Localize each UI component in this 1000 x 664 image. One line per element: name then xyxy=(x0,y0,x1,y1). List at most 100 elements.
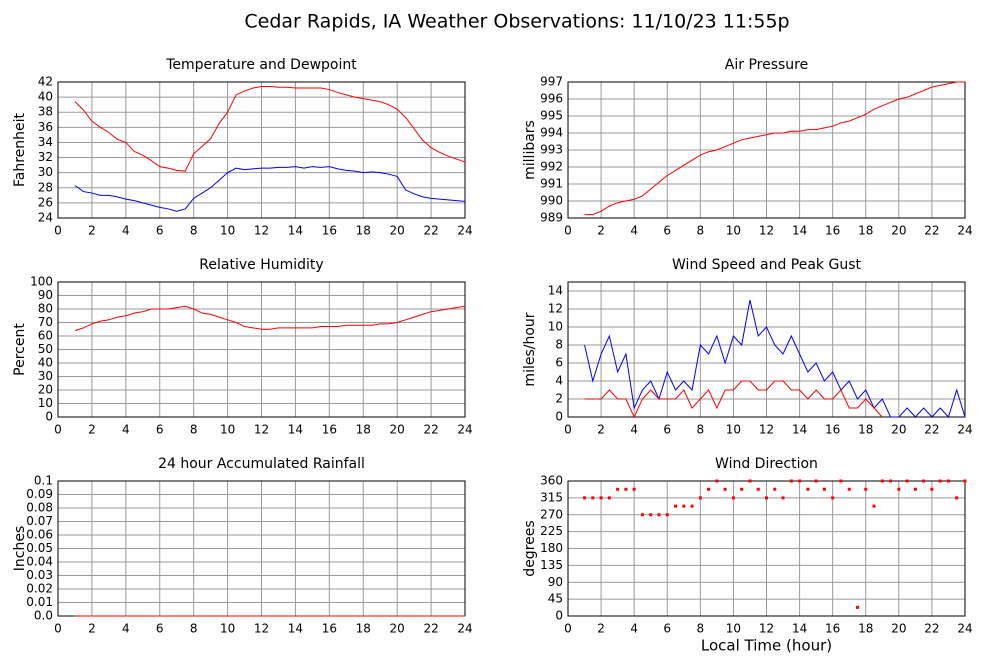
y-tick-label: 996 xyxy=(540,92,563,106)
x-tick-label: 24 xyxy=(957,224,972,238)
y-tick-label: 0.0 xyxy=(34,609,53,623)
chart-title: Temperature and Dewpoint xyxy=(165,57,357,73)
x-tick-label: 10 xyxy=(726,423,741,437)
data-line xyxy=(584,380,883,419)
x-tick-label: 4 xyxy=(630,423,638,437)
x-tick-label: 20 xyxy=(390,622,405,636)
y-tick-label: 0.07 xyxy=(26,514,53,528)
data-point xyxy=(822,487,826,491)
x-tick-label: 6 xyxy=(156,224,164,238)
x-tick-label: 22 xyxy=(423,622,438,636)
y-tick-label: 997 xyxy=(540,75,563,89)
y-tick-label: 360 xyxy=(540,474,563,488)
data-point xyxy=(897,487,901,491)
x-tick-label: 22 xyxy=(423,423,438,437)
x-tick-label: 8 xyxy=(697,224,705,238)
data-line xyxy=(74,86,466,172)
data-point xyxy=(731,496,735,500)
x-tick-label: 8 xyxy=(697,622,705,636)
data-point xyxy=(847,487,851,491)
x-tick-label: 20 xyxy=(891,224,906,238)
data-point xyxy=(963,479,967,483)
data-point xyxy=(905,479,909,483)
data-line xyxy=(74,305,466,332)
y-axis-label: Fahrenheit xyxy=(12,112,28,187)
page-title: Cedar Rapids, IA Weather Observations: 1… xyxy=(244,11,789,33)
y-tick-label: 0 xyxy=(45,410,53,424)
chart-title: Wind Speed and Peak Gust xyxy=(672,257,861,273)
x-tick-label: 20 xyxy=(891,622,906,636)
y-tick-label: 315 xyxy=(540,490,563,504)
x-tick-label: 22 xyxy=(924,224,939,238)
y-tick-label: 100 xyxy=(30,275,53,289)
x-tick-label: 12 xyxy=(759,622,774,636)
x-tick-label: 12 xyxy=(254,423,269,437)
y-tick-label: 995 xyxy=(540,109,563,123)
y-tick-label: 0 xyxy=(555,609,563,623)
x-tick-label: 18 xyxy=(858,622,873,636)
x-tick-label: 6 xyxy=(156,622,164,636)
data-line xyxy=(584,81,965,216)
chart-title: Relative Humidity xyxy=(199,257,323,273)
data-point xyxy=(640,513,644,517)
y-tick-label: 180 xyxy=(540,541,563,555)
x-tick-label: 20 xyxy=(390,423,405,437)
data-line xyxy=(74,166,466,212)
y-tick-label: 0.02 xyxy=(26,582,53,596)
data-point xyxy=(880,479,884,483)
chart-title: Air Pressure xyxy=(725,57,808,73)
data-point xyxy=(649,513,653,517)
y-tick-label: 60 xyxy=(38,329,53,343)
y-tick-label: 24 xyxy=(38,211,53,225)
data-point xyxy=(814,479,818,483)
data-point xyxy=(855,605,859,609)
x-tick-label: 16 xyxy=(825,423,840,437)
x-tick-label: 14 xyxy=(288,224,303,238)
plot-frame xyxy=(57,281,466,418)
x-tick-label: 2 xyxy=(88,224,96,238)
x-tick-label: 12 xyxy=(254,622,269,636)
x-tick-label: 0 xyxy=(54,622,62,636)
data-point xyxy=(715,479,719,483)
x-tick-label: 14 xyxy=(792,224,807,238)
y-tick-label: 50 xyxy=(38,342,53,356)
data-point xyxy=(599,496,603,500)
y-tick-label: 30 xyxy=(38,165,53,179)
x-tick-label: 2 xyxy=(88,622,96,636)
y-tick-label: 40 xyxy=(38,356,53,370)
data-point xyxy=(583,496,587,500)
y-tick-label: 994 xyxy=(540,126,563,140)
data-point xyxy=(607,496,611,500)
x-tick-label: 10 xyxy=(220,224,235,238)
x-tick-label: 18 xyxy=(356,423,371,437)
data-point xyxy=(806,487,810,491)
y-tick-label: 40 xyxy=(38,90,53,104)
data-point xyxy=(616,487,620,491)
x-tick-label: 24 xyxy=(457,622,472,636)
x-tick-label: 4 xyxy=(122,622,130,636)
x-tick-label: 10 xyxy=(726,224,741,238)
y-tick-label: 28 xyxy=(38,180,53,194)
x-tick-label: 8 xyxy=(697,423,705,437)
x-tick-label: 16 xyxy=(322,622,337,636)
y-tick-label: 991 xyxy=(540,177,563,191)
x-tick-label: 14 xyxy=(288,622,303,636)
x-tick-label: 20 xyxy=(390,224,405,238)
x-tick-label: 12 xyxy=(759,423,774,437)
x-tick-label: 12 xyxy=(759,224,774,238)
y-tick-label: 0.04 xyxy=(26,555,53,569)
y-tick-label: 80 xyxy=(38,302,53,316)
x-tick-label: 12 xyxy=(254,224,269,238)
data-point xyxy=(831,496,835,500)
y-tick-label: 42 xyxy=(38,75,53,89)
y-tick-label: 8 xyxy=(555,338,563,352)
y-axis-label: degrees xyxy=(522,520,538,576)
data-point xyxy=(864,487,868,491)
y-axis-label: Percent xyxy=(12,323,28,376)
x-tick-label: 24 xyxy=(957,622,972,636)
data-point xyxy=(665,513,669,517)
y-tick-label: 10 xyxy=(548,320,563,334)
y-tick-label: 0.08 xyxy=(26,501,53,515)
data-point xyxy=(657,513,661,517)
